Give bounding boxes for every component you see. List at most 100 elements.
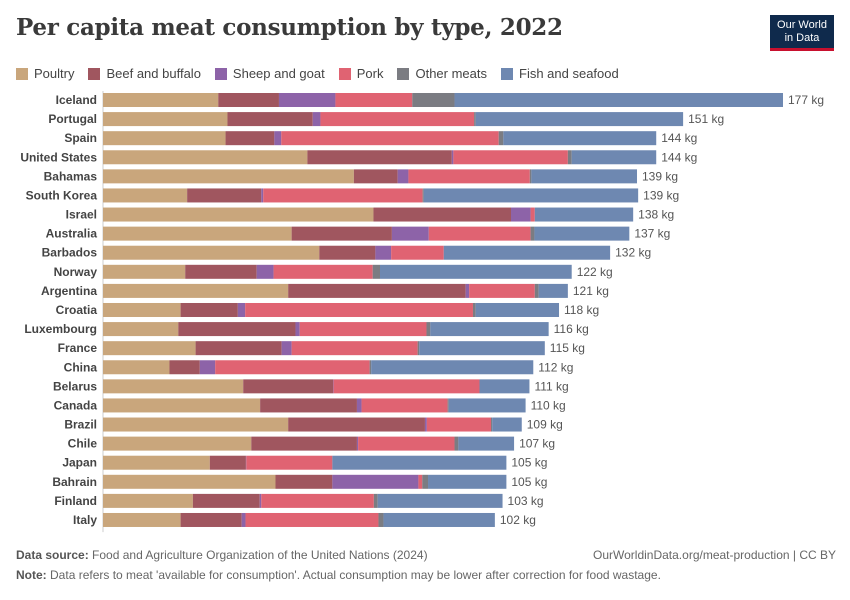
bar-segment[interactable] (274, 131, 282, 146)
bar-segment[interactable] (371, 360, 534, 375)
bar-segment[interactable] (103, 341, 196, 356)
bar-segment[interactable] (169, 360, 200, 375)
bar-segment[interactable] (430, 322, 549, 337)
bar-segment[interactable] (320, 112, 475, 127)
bar-segment[interactable] (567, 150, 572, 165)
bar-segment[interactable] (319, 245, 376, 260)
bar-segment[interactable] (299, 322, 427, 337)
bar-segment[interactable] (451, 150, 454, 165)
bar-segment[interactable] (278, 93, 336, 107)
bar-segment[interactable] (218, 93, 279, 107)
bar-segment[interactable] (426, 322, 431, 337)
bar-segment[interactable] (103, 226, 292, 241)
bar-segment[interactable] (103, 264, 186, 279)
bar-segment[interactable] (335, 93, 413, 107)
bar-segment[interactable] (397, 169, 409, 184)
bar-segment[interactable] (256, 264, 274, 279)
bar-segment[interactable] (475, 112, 684, 127)
bar-segment[interactable] (422, 188, 424, 203)
bar-segment[interactable] (192, 493, 260, 508)
bar-segment[interactable] (245, 302, 473, 317)
bar-segment[interactable] (492, 417, 522, 432)
bar-segment[interactable] (458, 436, 515, 451)
legend-item[interactable]: Pork (338, 66, 383, 81)
bar-segment[interactable] (103, 207, 374, 222)
bar-segment[interactable] (209, 455, 246, 470)
bar-segment[interactable] (103, 150, 308, 165)
bar-segment[interactable] (377, 493, 503, 508)
bar-segment[interactable] (178, 322, 296, 337)
bar-segment[interactable] (424, 417, 427, 432)
bar-segment[interactable] (195, 341, 282, 356)
bar-segment[interactable] (469, 283, 535, 298)
bar-segment[interactable] (251, 436, 357, 451)
bar-segment[interactable] (475, 302, 560, 317)
bar-segment[interactable] (361, 398, 448, 413)
bar-segment[interactable] (503, 131, 657, 146)
bar-segment[interactable] (273, 264, 373, 279)
bar-segment[interactable] (479, 379, 530, 394)
bar-segment[interactable] (281, 341, 292, 356)
bar-segment[interactable] (103, 436, 252, 451)
bar-segment[interactable] (412, 93, 455, 107)
bar-segment[interactable] (448, 398, 526, 413)
bar-segment[interactable] (103, 245, 320, 260)
legend-item[interactable]: Poultry (16, 66, 74, 81)
bar-segment[interactable] (263, 188, 423, 203)
bar-segment[interactable] (538, 283, 568, 298)
bar-segment[interactable] (332, 455, 507, 470)
bar-segment[interactable] (530, 207, 535, 222)
bar-segment[interactable] (103, 169, 354, 184)
bar-segment[interactable] (474, 112, 476, 127)
bar-segment[interactable] (356, 436, 359, 451)
bar-segment[interactable] (103, 455, 210, 470)
bar-segment[interactable] (428, 226, 531, 241)
bar-segment[interactable] (307, 150, 452, 165)
bar-segment[interactable] (454, 436, 459, 451)
bar-segment[interactable] (498, 131, 504, 146)
bar-segment[interactable] (103, 360, 170, 375)
bar-segment[interactable] (472, 302, 476, 317)
bar-segment[interactable] (418, 474, 423, 489)
bar-segment[interactable] (288, 417, 425, 432)
bar-segment[interactable] (465, 283, 470, 298)
bar-segment[interactable] (103, 379, 244, 394)
bar-segment[interactable] (241, 512, 246, 527)
bar-segment[interactable] (260, 398, 357, 413)
bar-segment[interactable] (103, 474, 276, 489)
bar-segment[interactable] (529, 169, 532, 184)
bar-segment[interactable] (259, 493, 262, 508)
bar-segment[interactable] (103, 512, 181, 527)
bar-segment[interactable] (353, 169, 398, 184)
bar-segment[interactable] (419, 341, 545, 356)
bar-segment[interactable] (373, 493, 378, 508)
bar-segment[interactable] (391, 245, 444, 260)
bar-segment[interactable] (379, 264, 572, 279)
legend-item[interactable]: Other meats (397, 66, 487, 81)
bar-segment[interactable] (426, 417, 492, 432)
bar-segment[interactable] (571, 150, 657, 165)
bar-segment[interactable] (534, 226, 630, 241)
bar-segment[interactable] (530, 226, 535, 241)
bar-segment[interactable] (185, 264, 257, 279)
bar-segment[interactable] (103, 302, 181, 317)
bar-segment[interactable] (408, 169, 530, 184)
bar-segment[interactable] (103, 188, 188, 203)
bar-segment[interactable] (417, 341, 420, 356)
bar-segment[interactable] (375, 245, 392, 260)
bar-segment[interactable] (428, 474, 507, 489)
bar-segment[interactable] (103, 322, 179, 337)
bar-segment[interactable] (103, 283, 289, 298)
bar-segment[interactable] (180, 512, 242, 527)
bar-segment[interactable] (358, 436, 455, 451)
bar-segment[interactable] (275, 474, 333, 489)
legend-item[interactable]: Sheep and goat (214, 66, 325, 81)
bar-segment[interactable] (447, 398, 449, 413)
bar-segment[interactable] (103, 493, 193, 508)
bar-segment[interactable] (378, 512, 384, 527)
bar-segment[interactable] (332, 474, 419, 489)
bar-segment[interactable] (531, 169, 638, 184)
bar-segment[interactable] (372, 264, 380, 279)
bar-segment[interactable] (369, 360, 372, 375)
bar-segment[interactable] (454, 93, 783, 107)
